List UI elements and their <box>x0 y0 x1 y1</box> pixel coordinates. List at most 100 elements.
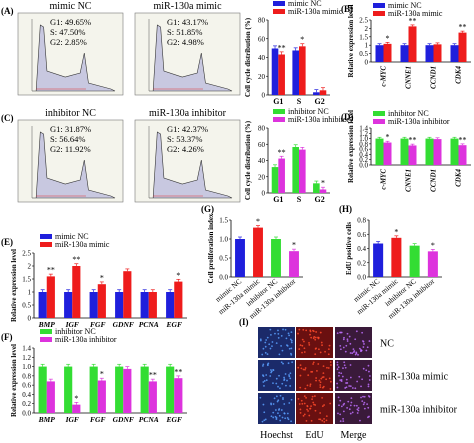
nucleus-dot <box>312 337 315 340</box>
nucleus-dot <box>271 341 274 343</box>
nucleus-dot <box>302 368 305 371</box>
nucleus-dot <box>317 336 320 339</box>
nucleus-dot <box>366 346 369 349</box>
nucleus-dot <box>279 419 282 422</box>
x-tick-label: IGF <box>65 415 79 424</box>
x-tick-label: S <box>297 97 302 106</box>
y-tick-label: 0 <box>262 92 266 100</box>
chart-F: (F) 0.0 0.20.40.6 0.81.01.21.4 Relative expr… <box>1 327 187 424</box>
significance-mark: * <box>300 35 304 44</box>
nucleus-dot <box>284 417 287 420</box>
bar <box>148 381 157 413</box>
nucleus-dot <box>306 408 308 411</box>
significance-mark: * <box>394 227 398 236</box>
nucleus-dot <box>356 412 359 414</box>
nucleus-dot <box>342 403 345 406</box>
bar <box>408 26 417 62</box>
bar <box>97 284 106 318</box>
nucleus-dot <box>339 379 342 382</box>
bar <box>64 292 73 318</box>
nucleus-dot <box>305 329 308 332</box>
nucleus-dot <box>319 386 322 389</box>
significance-mark: * <box>74 394 78 403</box>
bar <box>425 138 434 165</box>
y-tick-label: 1.0 <box>22 363 31 371</box>
nucleus-dot <box>272 416 275 419</box>
y-tick-label: 0.5 <box>219 255 228 263</box>
significance-mark: ** <box>409 136 417 145</box>
nucleus-dot <box>342 410 345 413</box>
bar <box>174 281 183 318</box>
nucleus-dot <box>351 352 354 355</box>
nucleus-dot <box>309 407 311 410</box>
nucleus-dot <box>312 363 314 365</box>
nucleus-dot <box>298 348 301 350</box>
legend-swatch <box>373 119 385 124</box>
nucleus-dot <box>357 353 359 356</box>
nucleus-dot <box>309 383 312 386</box>
bar <box>278 158 285 193</box>
x-tick-label: IGF <box>65 320 79 329</box>
y-tick-label: 1.2 <box>22 354 31 362</box>
chart-D: (D) 0.00.20.40.60.81.01.21.4 Relative expr… <box>341 109 471 192</box>
nucleus-dot <box>275 418 278 420</box>
x-tick-label: c-MYC <box>380 66 388 87</box>
nucleus-dot <box>344 366 347 369</box>
y-tick-label: 1.5 <box>359 33 368 41</box>
nucleus-dot <box>319 381 322 384</box>
significance-mark: ** <box>459 135 467 144</box>
x-tick-label: FGF <box>90 320 105 329</box>
nucleus-dot <box>285 337 288 340</box>
significance-mark: ** <box>409 16 417 25</box>
bar <box>140 366 149 413</box>
nucleus-dot <box>321 405 324 408</box>
nucleus-dot <box>360 349 363 352</box>
bar <box>115 366 124 413</box>
bar <box>409 245 420 277</box>
nucleus-dot <box>284 328 287 331</box>
x-tick-label: EGF <box>166 415 182 424</box>
nucleus-dot <box>282 398 284 401</box>
nucleus-dot <box>263 380 266 382</box>
nucleus-dot <box>277 329 279 332</box>
nucleus-dot <box>329 380 332 383</box>
nucleus-dot <box>275 395 278 398</box>
legend-label: inhibitor NC <box>388 109 429 118</box>
y-tick-label: 0.8 <box>22 372 31 380</box>
micrograph <box>335 360 372 391</box>
nucleus-dot <box>321 419 324 422</box>
nucleus-dot <box>329 361 332 363</box>
flow-panel: miR-130a inhibitor G1: 42.37%S: 53.37%G2:… <box>134 108 241 203</box>
chart-G: (G) 0.0 0.5 1.0 1.5 Cell proliferation index *… <box>201 204 303 321</box>
bar <box>72 266 81 318</box>
nucleus-dot <box>264 351 267 354</box>
nucleus-dot <box>266 336 269 339</box>
nucleus-dot <box>286 412 289 415</box>
legend-label: miR-130a inhibitor <box>288 115 350 124</box>
nucleus-dot <box>325 415 328 417</box>
nucleus-dot <box>367 383 370 386</box>
y-tick-label: 1.5 <box>219 217 228 225</box>
nucleus-dot <box>345 382 347 384</box>
nucleus-dot <box>336 363 339 366</box>
nucleus-dot <box>305 419 308 422</box>
flow-histogram <box>149 131 233 199</box>
column-label: Merge <box>341 430 367 441</box>
nucleus-dot <box>282 397 284 399</box>
bar <box>373 243 384 277</box>
nucleus-dot <box>340 405 343 408</box>
bar <box>400 138 409 165</box>
flow-g2: G2: 11.92% <box>50 144 91 154</box>
nucleus-dot <box>321 344 323 347</box>
y-tick-label: 0.8 <box>359 140 368 148</box>
nucleus-dot <box>368 370 370 373</box>
nucleus-dot <box>262 363 265 366</box>
nucleus-dot <box>311 398 313 401</box>
x-tick-label: FGF <box>90 415 105 424</box>
significance-mark: ** <box>278 148 286 157</box>
nucleus-dot <box>349 342 352 345</box>
nucleus-dot <box>269 328 272 331</box>
nucleus-dot <box>337 412 339 415</box>
nucleus-dot <box>289 372 292 375</box>
nucleus-dot <box>348 408 351 411</box>
